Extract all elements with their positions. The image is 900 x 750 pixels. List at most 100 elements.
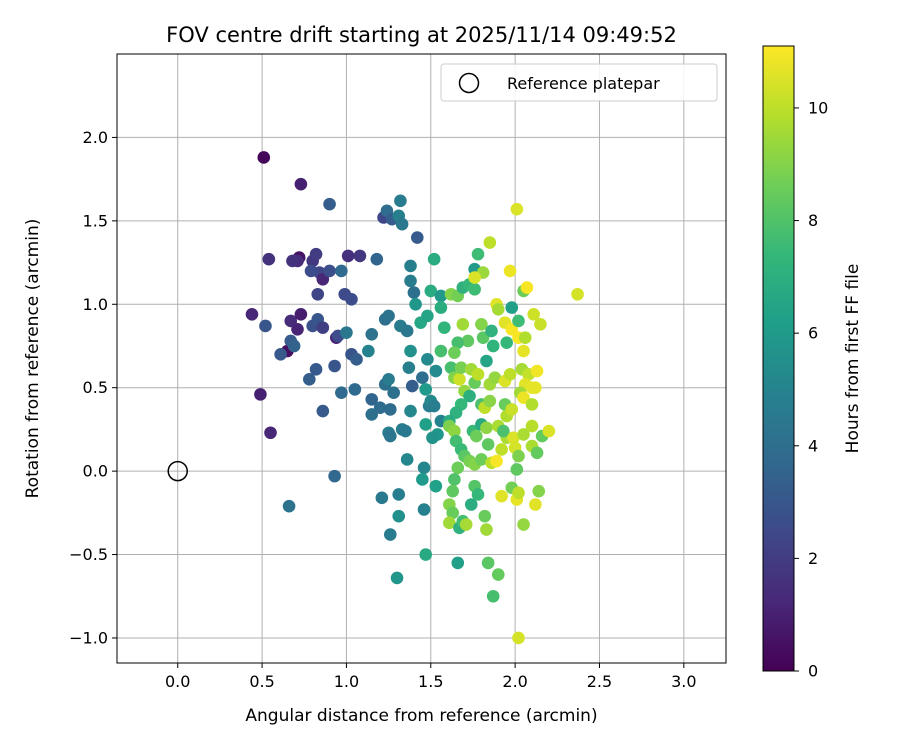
data-point bbox=[303, 373, 316, 386]
data-point bbox=[309, 247, 323, 261]
data-point bbox=[459, 518, 473, 531]
colorbar-tick-label: 4 bbox=[808, 436, 818, 455]
data-point bbox=[427, 399, 441, 413]
x-tick-label: 2.5 bbox=[587, 672, 612, 691]
y-axis-ticks: −1.0 −0.5 0.0 0.5 1.0 1.5 2.0 bbox=[69, 128, 117, 647]
data-point bbox=[245, 307, 259, 321]
data-point bbox=[274, 348, 287, 361]
data-point bbox=[453, 373, 466, 386]
x-axis-label: Angular distance from reference (arcmin) bbox=[245, 706, 597, 726]
x-tick-label: 0.0 bbox=[165, 672, 190, 691]
data-point bbox=[382, 373, 395, 386]
data-point bbox=[491, 568, 505, 581]
data-point bbox=[530, 364, 544, 378]
data-point bbox=[483, 394, 497, 408]
data-point bbox=[404, 274, 417, 288]
data-point bbox=[370, 252, 384, 266]
y-tick-label: 2.0 bbox=[83, 128, 108, 147]
data-point bbox=[311, 287, 325, 301]
data-point bbox=[421, 309, 434, 323]
data-point bbox=[530, 446, 544, 460]
data-point bbox=[532, 484, 546, 498]
colorbar-tick-label: 2 bbox=[808, 549, 818, 568]
data-point bbox=[451, 556, 465, 570]
data-point bbox=[488, 371, 502, 384]
data-point bbox=[399, 424, 412, 438]
data-point bbox=[365, 393, 379, 406]
data-point bbox=[419, 418, 433, 431]
data-point bbox=[407, 286, 421, 299]
data-point bbox=[316, 272, 330, 286]
y-tick-label: 0.5 bbox=[83, 378, 108, 397]
data-point bbox=[264, 426, 277, 440]
colorbar-tick-label: 8 bbox=[808, 211, 818, 230]
data-point bbox=[410, 231, 424, 244]
data-point bbox=[448, 424, 461, 438]
data-point bbox=[387, 386, 400, 400]
legend-label: Reference platepar bbox=[507, 74, 660, 93]
data-point bbox=[282, 499, 296, 513]
data-point bbox=[481, 556, 495, 570]
data-point bbox=[404, 404, 417, 418]
data-point bbox=[345, 292, 358, 306]
data-point bbox=[476, 331, 490, 344]
data-point bbox=[446, 506, 460, 520]
data-point bbox=[518, 331, 532, 344]
y-tick-label: 0.0 bbox=[83, 462, 108, 481]
data-point bbox=[503, 264, 517, 278]
y-tick-label: −1.0 bbox=[69, 628, 108, 647]
data-point bbox=[475, 317, 488, 331]
y-tick-label: −0.5 bbox=[69, 545, 108, 564]
data-point bbox=[471, 368, 485, 381]
y-axis-label: Rotation from reference (arcmin) bbox=[23, 219, 43, 499]
data-point bbox=[448, 346, 461, 359]
data-point bbox=[451, 461, 465, 475]
data-point bbox=[429, 364, 443, 378]
colorbar-label: Hours from first FF file bbox=[843, 264, 863, 454]
data-point bbox=[491, 302, 505, 316]
data-point bbox=[486, 589, 500, 603]
data-point bbox=[362, 344, 375, 358]
data-point bbox=[480, 421, 493, 435]
data-point bbox=[383, 528, 397, 541]
data-point bbox=[257, 151, 271, 164]
data-point bbox=[427, 252, 441, 266]
data-point bbox=[287, 339, 301, 353]
data-point bbox=[443, 516, 456, 530]
data-point bbox=[434, 301, 448, 314]
chart-title: FOV centre drift starting at 2025/11/14 … bbox=[166, 23, 677, 47]
data-point bbox=[478, 509, 492, 523]
data-point bbox=[404, 344, 417, 358]
data-point bbox=[490, 454, 503, 468]
data-point bbox=[405, 379, 419, 393]
data-point bbox=[495, 443, 508, 456]
reference-marker-layer bbox=[167, 460, 188, 482]
data-point bbox=[323, 197, 336, 211]
data-point bbox=[485, 324, 498, 338]
data-point bbox=[461, 334, 475, 348]
data-point bbox=[471, 488, 485, 501]
data-point bbox=[464, 498, 478, 511]
data-point bbox=[446, 484, 460, 498]
data-point bbox=[444, 361, 458, 374]
data-point bbox=[341, 249, 355, 263]
data-point bbox=[495, 489, 508, 503]
data-point bbox=[402, 361, 416, 374]
data-point bbox=[419, 383, 433, 396]
data-point bbox=[517, 428, 530, 441]
data-point bbox=[294, 307, 308, 321]
data-point bbox=[309, 363, 323, 376]
data-points bbox=[245, 151, 584, 645]
data-point bbox=[507, 431, 520, 445]
data-point bbox=[294, 177, 308, 191]
data-point bbox=[400, 324, 414, 338]
reference-platepar-marker bbox=[167, 460, 188, 482]
data-point bbox=[383, 403, 397, 416]
data-point bbox=[470, 429, 483, 443]
data-point bbox=[510, 202, 524, 216]
data-point bbox=[486, 339, 500, 353]
data-point bbox=[316, 404, 330, 418]
data-point bbox=[534, 317, 547, 331]
data-point bbox=[392, 488, 406, 501]
data-point bbox=[254, 388, 267, 401]
